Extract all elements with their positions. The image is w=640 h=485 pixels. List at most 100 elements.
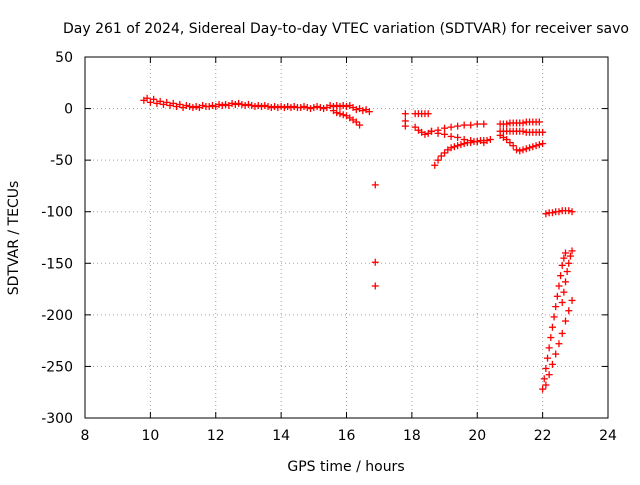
data-point <box>300 103 308 111</box>
data-point <box>522 145 530 153</box>
data-point <box>156 97 164 105</box>
data-point <box>512 146 520 154</box>
data-point <box>333 101 341 109</box>
data-point <box>401 122 409 130</box>
data-point <box>169 99 177 107</box>
data-point <box>307 105 315 113</box>
data-point <box>460 140 468 148</box>
data-point <box>264 103 272 111</box>
data-point <box>503 120 511 128</box>
data-point <box>287 104 295 112</box>
data-point <box>336 110 344 118</box>
data-point <box>313 103 321 111</box>
data-point <box>441 124 449 132</box>
data-point <box>163 98 171 106</box>
data-point <box>545 371 553 379</box>
data-point <box>228 99 236 107</box>
data-point <box>254 101 262 109</box>
data-point <box>562 317 570 325</box>
data-point <box>555 340 563 348</box>
plot-frame <box>84 56 609 419</box>
data-point <box>519 146 527 154</box>
data-point <box>192 103 200 111</box>
data-point <box>371 258 379 266</box>
data-point <box>238 100 246 108</box>
x-tick-label: 16 <box>338 428 356 444</box>
data-point <box>339 111 347 119</box>
data-point <box>218 101 226 109</box>
data-point <box>441 130 449 138</box>
y-tick-label: 50 <box>55 50 73 66</box>
data-point <box>189 104 197 112</box>
data-point <box>290 103 298 111</box>
data-point <box>473 120 481 128</box>
y-tick-label: -100 <box>41 205 73 221</box>
data-point <box>434 156 442 164</box>
data-point <box>539 385 547 393</box>
data-point <box>434 129 442 137</box>
data-point <box>548 360 556 368</box>
x-tick-label: 24 <box>599 428 617 444</box>
data-point <box>271 103 279 111</box>
data-point <box>411 123 419 131</box>
data-point <box>421 130 429 138</box>
data-point <box>483 137 491 145</box>
data-point <box>552 303 560 311</box>
data-point <box>558 298 566 306</box>
data-point <box>467 139 475 147</box>
data-point <box>261 101 269 109</box>
data-point <box>231 100 239 108</box>
data-point <box>545 344 553 352</box>
data-point <box>454 133 462 141</box>
data-point <box>310 104 318 112</box>
data-point <box>143 94 151 102</box>
data-point <box>565 259 573 267</box>
data-point <box>267 104 275 112</box>
data-point <box>526 144 534 152</box>
data-point <box>427 127 435 135</box>
data-points <box>140 94 576 393</box>
data-point <box>568 296 576 304</box>
data-point <box>560 254 568 262</box>
data-point <box>506 139 514 147</box>
data-point <box>215 100 223 108</box>
data-point <box>542 210 550 218</box>
data-point <box>316 104 324 112</box>
data-point <box>326 101 334 109</box>
data-point <box>560 288 568 296</box>
data-point <box>552 350 560 358</box>
data-point <box>460 121 468 129</box>
data-point <box>544 354 552 362</box>
data-point <box>251 103 259 111</box>
data-point <box>441 149 449 157</box>
data-point <box>359 107 367 115</box>
data-point <box>284 103 292 111</box>
data-point <box>473 138 481 146</box>
data-point <box>555 208 563 216</box>
data-point <box>553 292 561 300</box>
data-point <box>447 132 455 140</box>
data-point <box>447 144 455 152</box>
x-tick-label: 22 <box>534 428 552 444</box>
chart-title: Day 261 of 2024, Sidereal Day-to-day VTE… <box>63 21 629 37</box>
data-point <box>539 128 547 136</box>
data-point <box>565 307 573 315</box>
data-point <box>146 98 154 106</box>
data-point <box>277 103 285 111</box>
x-tick-label: 14 <box>272 428 290 444</box>
data-point <box>244 100 252 108</box>
data-point <box>297 104 305 112</box>
data-point <box>303 104 311 112</box>
data-point <box>431 161 439 169</box>
data-point <box>519 127 527 135</box>
data-point <box>401 110 409 118</box>
data-point <box>516 147 524 155</box>
grid-lines <box>85 57 608 418</box>
data-point <box>562 278 570 286</box>
data-point <box>274 104 282 112</box>
data-point <box>535 141 543 149</box>
data-point <box>532 142 540 150</box>
data-point <box>480 120 488 128</box>
data-point <box>356 121 364 129</box>
data-point <box>450 143 458 151</box>
